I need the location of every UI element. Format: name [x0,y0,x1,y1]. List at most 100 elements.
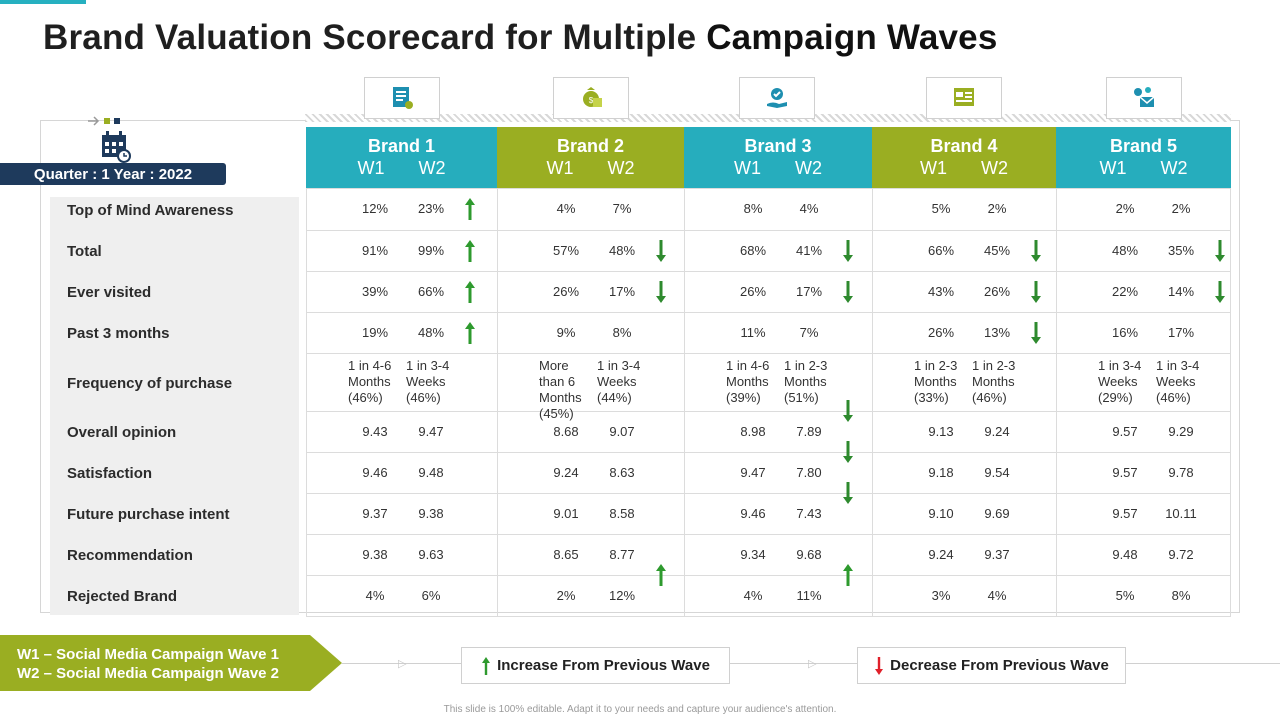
wave1-value: 48% [1111,242,1139,258]
quarter-badge: Quarter : 1 Year : 2022 [0,163,226,185]
wave1-value: 9.57 [1112,423,1138,439]
wave2-value: 17% [608,283,636,299]
wave2-value: 9.48 [418,464,444,480]
row-divider [306,411,1231,412]
column-divider [497,188,498,617]
wave2-value: 7.80 [796,464,822,480]
wave1-value: 5% [931,201,951,216]
wave2-value: 9.69 [984,505,1010,521]
wave1-value: 26% [739,283,767,299]
wave2-value: 1 in 2-3 Months (46%) [972,358,1016,405]
row-divider [306,452,1231,453]
wave2-value: 48% [417,324,445,340]
brand-name: Brand 5 [1109,136,1178,156]
wave1-value: 9.57 [1112,464,1138,480]
arrow-down-icon [1031,239,1041,262]
wave1-value: 22% [1111,283,1139,299]
arrow-down-icon [1031,280,1041,303]
wave1-value: 4% [743,588,763,603]
wave1-value: 9.18 [928,464,954,480]
wave2-value: 17% [1167,324,1195,340]
wave2-value: 8.63 [609,464,635,480]
wave1-value: 9.43 [362,423,388,439]
wave2-value: 14% [1167,283,1195,299]
wave2-value: 7.89 [796,423,822,439]
hand-check-icon [739,77,815,119]
wave2-value: 9.68 [796,546,822,562]
wave2-label: W2 [981,158,1008,178]
wave2-value: 17% [795,283,823,299]
wave2-value: 1 in 3-4 Weeks (46%) [406,358,450,405]
arrow-up-icon [482,656,491,675]
wave2-value: 35% [1167,242,1195,258]
wave1-value: 68% [739,242,767,258]
wave2-value: 7.43 [796,505,822,521]
increase-legend: Increase From Previous Wave [461,647,730,684]
wave1-value: 9% [556,324,576,340]
brand-header: Brand 2 W1 W2 [497,127,684,188]
scorecard-table [306,188,1231,617]
wave1-value: 9.37 [362,505,388,521]
brand-header: Brand 5 W1 W2 [1056,127,1231,188]
row-label: Frequency of purchase [67,375,233,392]
wave1-label: W1 [357,158,385,178]
wave1-value: 57% [552,242,580,258]
increase-legend-label: Increase From Previous Wave [497,657,710,674]
wave2-value: 4% [799,201,819,216]
wave2-value: 10.11 [1165,505,1197,521]
arrow-down-icon [656,280,666,303]
wave1-value: 8% [743,201,763,216]
decrease-legend: Decrease From Previous Wave [857,647,1126,684]
wave1-label: W1 [920,158,947,178]
brand-header: Brand 4 W1 W2 [872,127,1056,188]
wave2-value: 1 in 2-3 Months (51%) [784,358,828,405]
wave2-value: 9.47 [418,423,444,439]
wave2-value: 9.24 [984,423,1010,439]
wave1-value: 91% [361,242,389,258]
row-divider [306,271,1231,272]
wave1-value: More than 6 Months (45%) [539,358,582,421]
wave2-value: 8% [612,324,632,340]
arrow-down-icon [843,280,853,303]
wave1-value: 9.46 [740,505,766,521]
arrow-down-icon [843,400,853,422]
wave1-label: W1 [734,158,761,178]
wave1-value: 1 in 4-6 Months (46%) [348,358,392,405]
wave1-legend-label: W1 – Social Media Campaign Wave 1 [17,646,280,663]
wave2-value: 66% [417,283,445,299]
row-labels-panel [50,197,299,615]
wave2-value: 6% [421,588,441,603]
column-divider [1056,188,1057,617]
calendar-clock-icon [102,131,131,163]
arrow-down-icon [1215,239,1225,262]
wave2-value: 7% [612,201,632,216]
wave2-legend-label: W2 – Social Media Campaign Wave 2 [17,665,280,682]
wave2-value: 9.07 [609,423,635,439]
wave1-value: 43% [927,283,955,299]
wave1-value: 12% [361,201,389,216]
brand-name: Brand 4 [930,136,998,156]
wave2-value: 2% [987,201,1007,216]
wave1-value: 8.98 [740,423,766,439]
wave2-value: 2% [1171,201,1191,216]
wave1-value: 8.68 [553,423,579,439]
wave1-value: 9.24 [553,464,579,480]
wave1-value: 19% [361,324,389,340]
arrow-down-icon [1031,321,1041,344]
brand-header: Brand 3 W1 W2 [684,127,872,188]
wave2-value: 13% [983,324,1011,340]
certificate-icon [364,77,440,119]
arrow-down-icon [656,239,666,262]
wave2-value: 23% [417,201,445,216]
browser-window-icon [926,77,1002,119]
column-divider [684,188,685,617]
row-label: Overall opinion [67,424,177,441]
arrow-up-icon [465,280,475,303]
wave2-value: 9.72 [1168,546,1194,562]
wave1-value: 1 in 4-6 Months (39%) [726,358,770,405]
wave1-value: 16% [1111,324,1139,340]
row-divider [306,230,1231,231]
row-label: Top of Mind Awareness [67,202,234,219]
wave2-value: 9.63 [418,546,444,562]
brand-header: Brand 1 W1 W2 [306,127,497,188]
